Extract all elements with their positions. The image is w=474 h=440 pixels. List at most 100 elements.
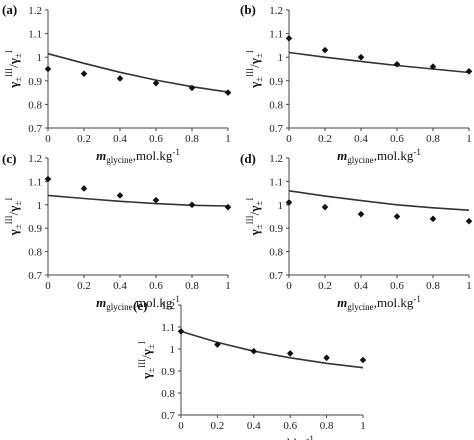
y-label-superscript: III <box>245 215 255 224</box>
y-label-gamma: γ <box>6 58 21 65</box>
data-point <box>393 213 401 220</box>
data-point <box>285 35 293 42</box>
y-label-superscript: I <box>4 198 14 201</box>
x-label-exponent: -1 <box>172 147 180 157</box>
data-point <box>214 341 221 348</box>
y-tick-label: 0.7 <box>28 270 42 282</box>
data-point <box>465 217 473 225</box>
y-label-gamma: γ <box>139 349 154 356</box>
y-label-slash: / <box>139 355 154 359</box>
x-tick-label: 0.6 <box>149 133 163 145</box>
x-tick-label: 0.2 <box>77 133 91 145</box>
panel-d: (d)0.70.80.911.11.20 0.2 0.4 0.6 0.8 1mglycin… <box>240 151 473 312</box>
data-point <box>188 84 196 92</box>
x-tick-label: 1 <box>360 420 366 432</box>
y-label-subscript: ± <box>254 224 264 229</box>
panel-e: (e) 0.7 0.8 0.9 1 1.1 1.2 0 0.2 0.4 0.6 0.8 1 mglycin… <box>133 298 367 440</box>
y-tick-label: 1.2 <box>269 5 283 17</box>
data-point <box>224 89 232 96</box>
x-tick-label: 0.4 <box>354 280 368 292</box>
x-label-unit: ,mol.kg <box>374 148 414 163</box>
x-label-symbol: m <box>96 295 106 310</box>
x-tick-label: 1 <box>466 133 472 145</box>
x-axis-label: mglycine,mol.kg-1 <box>96 147 180 165</box>
x-axis-label: mglycine,mol.kg-1 <box>337 294 421 312</box>
x-axis-label: mglycine,mol.kg-1 <box>230 434 314 440</box>
model-line <box>47 52 229 93</box>
y-axis-label: γ±III/γ±I <box>245 50 264 89</box>
data-point <box>116 75 124 82</box>
y-label-superscript: I <box>245 198 255 201</box>
x-label-subscript: glycine <box>347 302 374 312</box>
y-tick-label: 0.7 <box>28 123 42 135</box>
data-point <box>177 328 185 335</box>
x-tick-label: 0 <box>286 133 292 145</box>
y-label-gamma: γ <box>6 82 21 89</box>
y-tick-label: 0.9 <box>161 366 175 378</box>
x-tick-label: 0.4 <box>113 280 127 292</box>
x-label-unit: ,mol.kg <box>267 435 307 440</box>
panel-label: (b) <box>240 2 256 17</box>
y-label-superscript: III <box>4 215 14 224</box>
y-tick-label: 1 <box>170 344 176 356</box>
data-point <box>357 210 365 218</box>
x-axis-label: mglycine,mol.kg-1 <box>96 294 180 312</box>
y-tick-label: 1.2 <box>28 153 42 165</box>
y-tick-label: 0.7 <box>269 123 283 135</box>
y-axis-label: γ±III/γ±I <box>4 198 23 237</box>
x-tick-label: 0.2 <box>211 420 225 432</box>
x-axis-label: mglycine,mol.kg-1 <box>337 147 421 165</box>
data-point <box>250 347 258 355</box>
x-tick-label: 0 <box>45 280 51 292</box>
y-label-subscript: ± <box>13 201 23 206</box>
model-line <box>47 194 229 207</box>
y-label-subscript: ± <box>146 344 156 349</box>
y-label-subscript: ± <box>146 368 156 373</box>
panel-b: (b)0.70.80.911.11.20 0.2 0.4 0.6 0.8 1mglycin… <box>240 2 473 165</box>
data-point <box>44 65 52 73</box>
data-point <box>321 203 329 211</box>
y-label-slash: / <box>6 64 21 68</box>
y-label-gamma: γ <box>247 229 262 236</box>
x-label-unit: ,mol.kg <box>374 295 414 310</box>
panel-a: (a)0.70.80.911.11.20 0.2 0.4 0.6 0.8 1mglycin… <box>2 2 232 165</box>
x-label-subscript: glycine <box>347 155 374 165</box>
y-tick-label: 1 <box>278 200 284 212</box>
data-point <box>188 201 196 209</box>
y-tick-label: 1.1 <box>161 322 175 334</box>
y-label-superscript: I <box>245 50 255 53</box>
x-label-exponent: -1 <box>413 147 421 157</box>
x-tick-label: 0.2 <box>318 280 332 292</box>
x-tick-label: 0.2 <box>318 133 332 145</box>
data-point <box>224 203 232 211</box>
x-tick-label: 0.8 <box>426 133 440 145</box>
data-point <box>429 63 437 70</box>
y-tick-label: 0.8 <box>161 388 175 400</box>
x-tick-label: 0.8 <box>185 133 199 145</box>
x-tick-label: 0 <box>286 280 292 292</box>
y-label-subscript: ± <box>254 77 264 82</box>
y-tick-label: 0.8 <box>269 99 283 111</box>
y-tick-label: 0.9 <box>269 76 283 88</box>
x-label-exponent: -1 <box>413 294 421 304</box>
x-label-subscript: glycine <box>106 155 133 165</box>
y-tick-label: 1.2 <box>269 153 283 165</box>
x-tick-label: 0 <box>178 420 184 432</box>
data-point <box>44 175 52 183</box>
data-point <box>357 53 365 61</box>
y-tick-label: 1 <box>37 200 43 212</box>
y-label-superscript: I <box>137 341 147 344</box>
y-label-slash: / <box>247 211 262 215</box>
data-point <box>152 196 160 204</box>
x-label-symbol: m <box>96 148 106 163</box>
x-label-symbol: m <box>337 148 347 163</box>
y-tick-label: 0.8 <box>28 247 42 259</box>
y-tick-label: 0.9 <box>269 223 283 235</box>
data-point <box>321 46 329 54</box>
data-point <box>465 68 473 75</box>
y-tick-label: 0.7 <box>161 410 175 422</box>
data-point <box>152 79 160 87</box>
x-tick-label: 0.8 <box>426 280 440 292</box>
y-label-slash: / <box>6 211 21 215</box>
y-label-subscript: ± <box>254 201 264 206</box>
